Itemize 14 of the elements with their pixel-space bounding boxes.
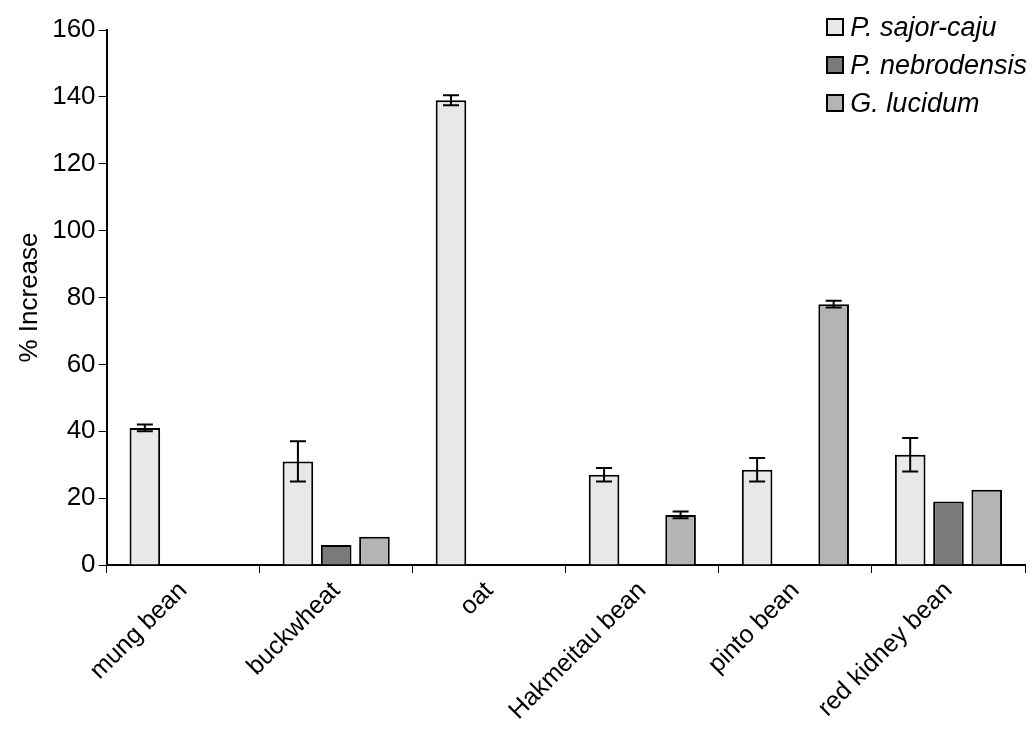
- y-tick-label: 0: [81, 548, 96, 579]
- legend-label: P. nebrodensis: [850, 49, 1027, 82]
- y-tick-label: 60: [66, 347, 96, 378]
- y-axis-title: % Increase: [12, 232, 43, 363]
- y-tick-label: 100: [52, 213, 96, 244]
- legend-label: G. lucidum: [850, 87, 980, 120]
- y-tick-label: 120: [52, 146, 96, 177]
- y-tick-label: 40: [66, 414, 96, 445]
- y-tick-label: 160: [52, 13, 96, 44]
- x-tick-label: oat: [453, 575, 498, 620]
- y-tick-label: 140: [52, 80, 96, 111]
- y-tick-label: 20: [66, 481, 96, 512]
- legend-label: P. sajor-caju: [850, 11, 997, 44]
- y-tick-label: 80: [66, 280, 96, 311]
